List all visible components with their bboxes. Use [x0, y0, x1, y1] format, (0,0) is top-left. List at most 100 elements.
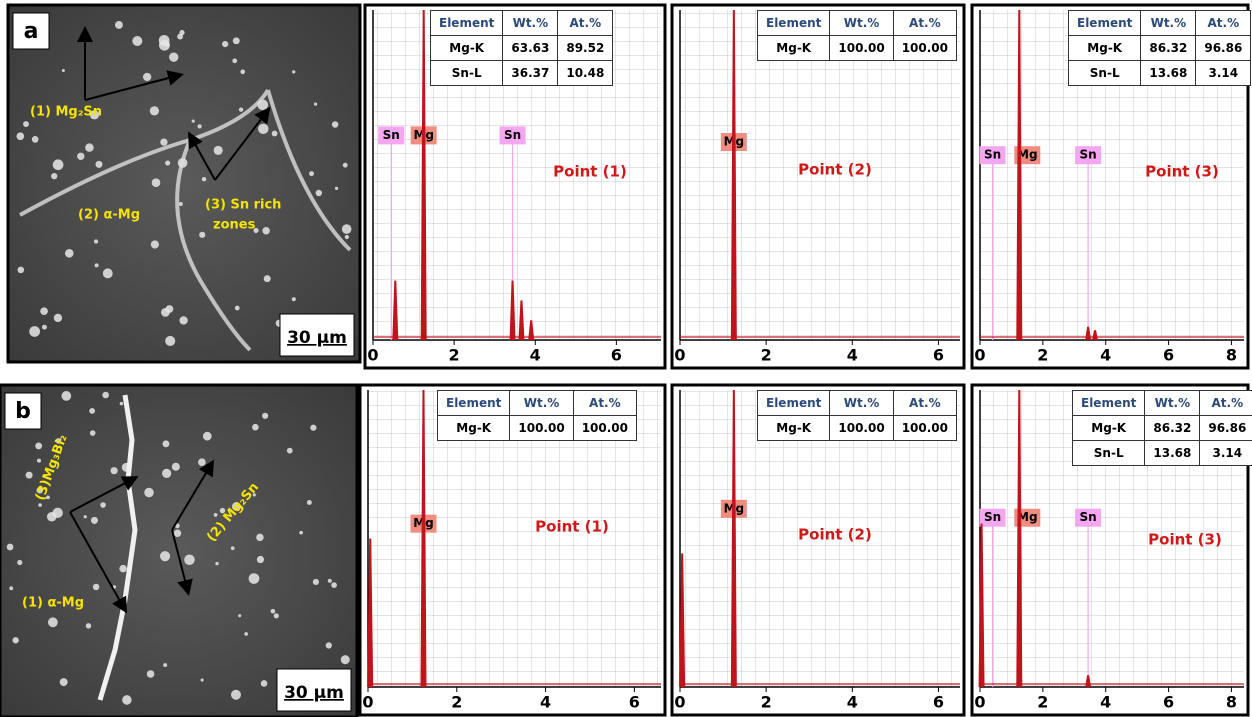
sem-particle — [161, 307, 170, 317]
sem-particle — [244, 632, 249, 636]
scale-bar-box — [276, 668, 352, 712]
table-header: Element — [436, 390, 511, 416]
arrow — [171, 459, 215, 531]
table-cell: 100.00 — [892, 415, 958, 441]
table-cell: 86.32 — [1140, 35, 1197, 61]
table-header: Element — [756, 10, 831, 36]
sem-particle — [262, 412, 269, 419]
point-label: Point (3) — [1145, 163, 1219, 181]
panel-letter: b — [15, 399, 31, 424]
table-row: Element Wt.% At.% — [1071, 390, 1252, 416]
panel-letter: a — [24, 19, 39, 44]
panel-letter-box — [12, 12, 50, 50]
table-header: Element — [756, 390, 831, 416]
x-tick-label: 0 — [974, 346, 985, 365]
sem-particle — [158, 35, 170, 46]
sem-particle — [61, 391, 72, 401]
sem-particle — [61, 68, 65, 72]
composition-table: Element Wt.% At.% Mg-K 86.32 96.86 Sn-L 13.68 3.… — [1071, 390, 1252, 466]
sem-particle — [89, 430, 96, 436]
peak — [679, 553, 686, 687]
sem-particle — [110, 467, 118, 475]
sem-particle — [202, 431, 212, 441]
arrow — [214, 106, 271, 181]
sem-particle — [171, 462, 180, 471]
marker-label: Sn — [504, 128, 521, 142]
sem-particle — [23, 121, 29, 127]
x-tick-label: 8 — [1226, 693, 1237, 712]
marker-label: Mg — [1017, 510, 1038, 524]
x-tick-label: 6 — [1163, 693, 1174, 712]
marker-box — [378, 126, 405, 145]
sem-particle — [240, 69, 246, 75]
table-cell: 100.00 — [892, 35, 958, 61]
sem-particle — [83, 515, 87, 519]
marker-box — [979, 508, 1006, 527]
x-tick-label: 4 — [847, 693, 858, 712]
table-row: Mg-K 100.00 100.00 — [436, 415, 638, 441]
sem-particle — [309, 171, 314, 177]
table-row: Element Wt.% At.% — [429, 10, 614, 36]
table-header: At.% — [1195, 10, 1252, 36]
x-tick-label: 4 — [1100, 693, 1111, 712]
sem-particle — [231, 502, 241, 511]
sem-particle — [149, 106, 160, 116]
x-tick-label: 2 — [451, 693, 462, 712]
sem-particle — [232, 58, 238, 64]
table-cell: 89.52 — [557, 35, 614, 61]
composition-table: Element Wt.% At.% Mg-K 100.00 100.00 — [756, 10, 958, 61]
sem-particle — [169, 52, 179, 62]
phase-label: zones — [213, 218, 256, 233]
sem-particle — [146, 670, 155, 678]
sem-particle — [9, 586, 14, 591]
arrow — [84, 70, 184, 101]
grain-boundary — [19, 88, 352, 352]
marker-box — [1075, 146, 1102, 165]
table-cell: 10.48 — [557, 60, 614, 86]
table-header: At.% — [892, 390, 958, 416]
sem-particle — [162, 468, 172, 479]
sem-particle — [165, 160, 171, 166]
table-row: Mg-K 63.63 89.52 — [429, 35, 614, 61]
sem-particle — [230, 689, 241, 700]
sem-particle — [232, 37, 240, 45]
x-tick-label: 8 — [1226, 346, 1237, 365]
x-tick-label: 2 — [761, 693, 772, 712]
composition-table: Element Wt.% At.% Mg-K 100.00 100.00 — [436, 390, 638, 441]
table-cell: 13.68 — [1144, 440, 1201, 466]
sem-particle — [258, 123, 269, 135]
sem-particle — [16, 132, 25, 141]
table-header: Wt.% — [502, 10, 559, 36]
composition-table: Element Wt.% At.% Mg-K 63.63 89.52 Sn-L 36.37 10… — [429, 10, 614, 86]
sem-particle — [234, 305, 240, 311]
table-header: Wt.% — [509, 390, 574, 416]
sem-particle — [222, 40, 229, 48]
peak — [978, 523, 985, 687]
table-row: Mg-K 86.32 96.86 — [1071, 415, 1252, 441]
table-row: Mg-K 100.00 100.00 — [756, 35, 958, 61]
sem-particle — [151, 178, 161, 188]
marker-label: Sn — [1080, 510, 1097, 524]
point-label: Point (2) — [798, 526, 872, 544]
arrow — [69, 476, 139, 513]
table-cell: 100.00 — [572, 415, 638, 441]
table-cell: 96.86 — [1199, 415, 1252, 441]
sem-particle — [51, 172, 58, 180]
x-tick-label: 2 — [1037, 346, 1048, 365]
sem-particle — [342, 162, 348, 168]
sem-particle — [17, 559, 23, 566]
sem-particle — [31, 135, 39, 143]
sem-particle — [299, 530, 303, 535]
peak — [367, 538, 374, 687]
table-header: Wt.% — [1140, 10, 1197, 36]
table-row: Mg-K 86.32 96.86 — [1067, 35, 1252, 61]
sem-particle — [271, 130, 278, 137]
sem-particle — [325, 642, 332, 649]
sem-particle — [177, 33, 184, 40]
sem-particle — [215, 561, 219, 566]
sem-particle — [122, 695, 132, 705]
marker-label: Mg — [1017, 148, 1038, 162]
sem-particle — [144, 487, 154, 498]
